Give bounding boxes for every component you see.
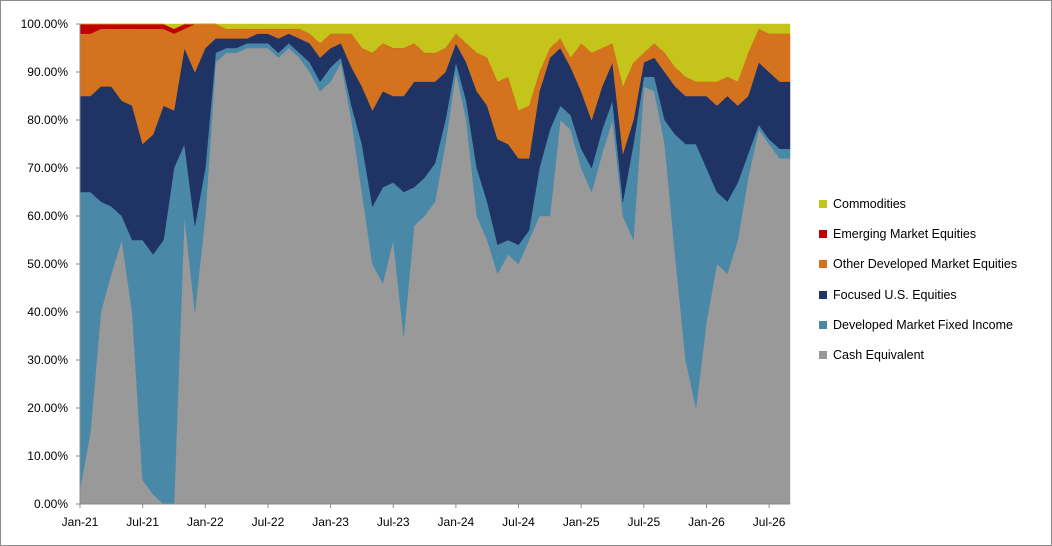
- legend-swatch: [819, 290, 827, 299]
- y-tick-label: 50.00%: [27, 257, 68, 271]
- area-commodities: [80, 23, 791, 111]
- x-tick-label: Jul-23: [377, 515, 410, 529]
- legend-item: Focused U.S. Equities: [819, 280, 1049, 310]
- x-tick-label: Jan-23: [312, 515, 349, 529]
- legend-swatch: [819, 260, 827, 269]
- x-tick-label: Jul-22: [252, 515, 285, 529]
- legend-label: Cash Equivalent: [833, 348, 925, 363]
- legend-label: Other Developed Market Equities: [833, 257, 1018, 272]
- y-tick-label: 0.00%: [34, 497, 68, 511]
- legend-item: Developed Market Fixed Income: [819, 310, 1049, 340]
- y-tick-label: 100.00%: [21, 17, 69, 31]
- x-tick-label: Jul-24: [502, 515, 535, 529]
- legend-label: Focused U.S. Equities: [833, 287, 957, 302]
- y-tick-label: 90.00%: [27, 65, 68, 79]
- y-tick-label: 80.00%: [27, 113, 68, 127]
- y-axis-ticks: 0.00% 10.00% 20.00% 30.00% 40.00% 50.00% 60.00…: [21, 17, 80, 511]
- legend-swatch: [819, 200, 827, 209]
- x-tick-label: Jan-22: [187, 515, 224, 529]
- legend-item: Emerging Market Equities: [819, 219, 1049, 249]
- legend-label: Commodities: [833, 197, 906, 212]
- legend-swatch: [819, 320, 827, 329]
- y-tick-label: 60.00%: [27, 209, 68, 223]
- y-tick-label: 10.00%: [27, 449, 68, 463]
- y-tick-label: 40.00%: [27, 305, 68, 319]
- x-tick-label: Jan-26: [688, 515, 725, 529]
- x-tick-label: Jan-25: [563, 515, 600, 529]
- series-areas: [79, 23, 791, 505]
- legend-label: Developed Market Fixed Income: [833, 317, 1013, 332]
- x-tick-label: Jan-24: [438, 515, 475, 529]
- legend-item: Other Developed Market Equities: [819, 249, 1049, 279]
- y-tick-label: 70.00%: [27, 161, 68, 175]
- legend-item: Commodities: [819, 189, 1049, 219]
- x-tick-label: Jul-26: [753, 515, 786, 529]
- legend-label: Emerging Market Equities: [833, 227, 977, 242]
- chart-legend: Commodities Emerging Market Equities Other…: [819, 189, 1049, 370]
- x-tick-label: Jan-21: [62, 515, 99, 529]
- y-tick-label: 30.00%: [27, 353, 68, 367]
- legend-swatch: [819, 230, 827, 239]
- x-tick-label: Jul-21: [126, 515, 159, 529]
- x-axis-ticks: Jan-21 Jul-21 Jan-22 Jul-22 Jan-23 Jul-23 Jan-…: [62, 504, 786, 529]
- legend-swatch: [819, 351, 827, 360]
- y-tick-label: 20.00%: [27, 401, 68, 415]
- x-tick-label: Jul-25: [627, 515, 660, 529]
- legend-item: Cash Equivalent: [819, 340, 1049, 370]
